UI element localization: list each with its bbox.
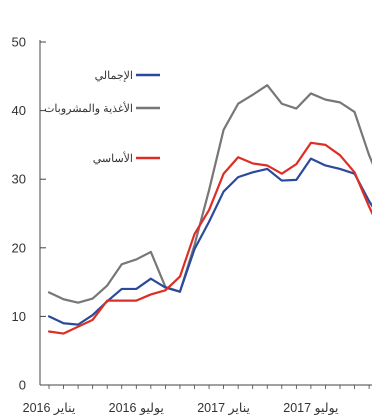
y-tick-label: 40 <box>12 103 26 118</box>
x-tick-label: يوليو 2017 <box>283 401 339 416</box>
x-tick-label: يناير 2016 <box>23 401 76 416</box>
legend-label: الأغذية والمشروبات <box>44 101 133 115</box>
x-tick-label: يناير 2017 <box>197 401 250 416</box>
y-tick-label: 50 <box>12 35 26 50</box>
y-tick-label: 10 <box>12 309 26 324</box>
series-line <box>47 141 372 335</box>
y-tick-label: 20 <box>12 240 26 255</box>
y-tick-label: 0 <box>19 378 26 393</box>
x-tick-label: يوليو 2016 <box>109 401 165 416</box>
series-line <box>47 84 372 304</box>
y-tick-label: 30 <box>12 172 26 187</box>
legend-label: الإجمالي <box>95 70 133 82</box>
legend-label: الأساسي <box>93 151 133 165</box>
